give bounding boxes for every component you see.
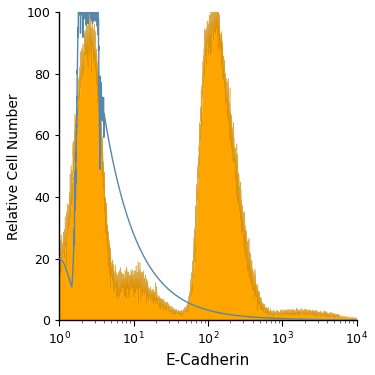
X-axis label: E-Cadherin: E-Cadherin <box>166 353 250 368</box>
Y-axis label: Relative Cell Number: Relative Cell Number <box>7 93 21 240</box>
